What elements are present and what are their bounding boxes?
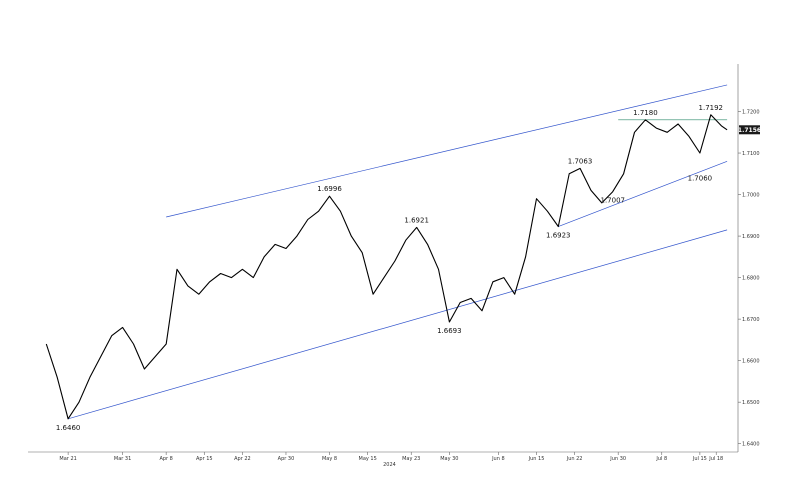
price-annotation: 1.7060	[688, 175, 713, 183]
price-annotation: 1.7192	[699, 104, 724, 112]
x-tick-label: May 8	[322, 456, 337, 462]
last-price-tag: 1.7156	[738, 125, 761, 135]
x-tick-label: May 15	[359, 456, 377, 462]
x-tick-label: Apr 8	[159, 456, 172, 462]
x-axis-year-label: 2024	[383, 462, 396, 468]
x-tick-label: Mar 31	[114, 456, 131, 462]
x-tick-label: Jun 22	[566, 456, 583, 462]
price-annotation: 1.6996	[317, 185, 342, 193]
x-tick-label: Jul 18	[708, 456, 723, 462]
y-tick-label: 1.7000	[742, 193, 760, 199]
y-tick-label: 1.6500	[742, 400, 760, 406]
price-line	[45, 114, 728, 420]
last-price-tag-bg	[739, 125, 760, 135]
x-tick-label: Jun 8	[491, 456, 505, 462]
y-tick-label: 1.6400	[742, 442, 760, 448]
price-annotation: 1.6460	[56, 424, 81, 432]
trendline-upper-channel	[166, 84, 728, 218]
price-annotation: 1.7180	[633, 109, 658, 117]
trendline-short-support	[558, 161, 728, 227]
x-tick-label: Jul 15	[692, 456, 707, 462]
y-tick-label: 1.6800	[742, 276, 760, 282]
price-annotation: 1.6921	[404, 216, 429, 224]
price-annotation: 1.7007	[600, 197, 625, 205]
x-tick-label: May 23	[402, 456, 420, 462]
x-tick-label: Jul 8	[655, 456, 667, 462]
x-tick-label: Mar 21	[59, 456, 76, 462]
y-tick-label: 1.7200	[742, 110, 760, 116]
x-tick-label: Apr 15	[196, 456, 213, 462]
last-price-label: 1.7156	[738, 127, 761, 134]
price-annotation: 1.7063	[568, 157, 593, 165]
price-annotation: 1.6923	[546, 232, 571, 240]
y-tick-label: 1.6900	[742, 234, 760, 240]
y-tick-label: 1.7100	[742, 151, 760, 157]
x-tick-label: Jun 15	[528, 456, 545, 462]
y-tick-label: 1.6600	[742, 359, 760, 365]
trendline-lower-channel	[68, 229, 728, 420]
x-tick-label: Apr 30	[278, 456, 295, 462]
price-annotation: 1.6693	[437, 327, 462, 335]
x-tick-label: May 30	[440, 456, 458, 462]
x-tick-label: Apr 22	[234, 456, 251, 462]
y-tick-label: 1.6700	[742, 317, 760, 323]
x-tick-label: Jun 30	[609, 456, 626, 462]
